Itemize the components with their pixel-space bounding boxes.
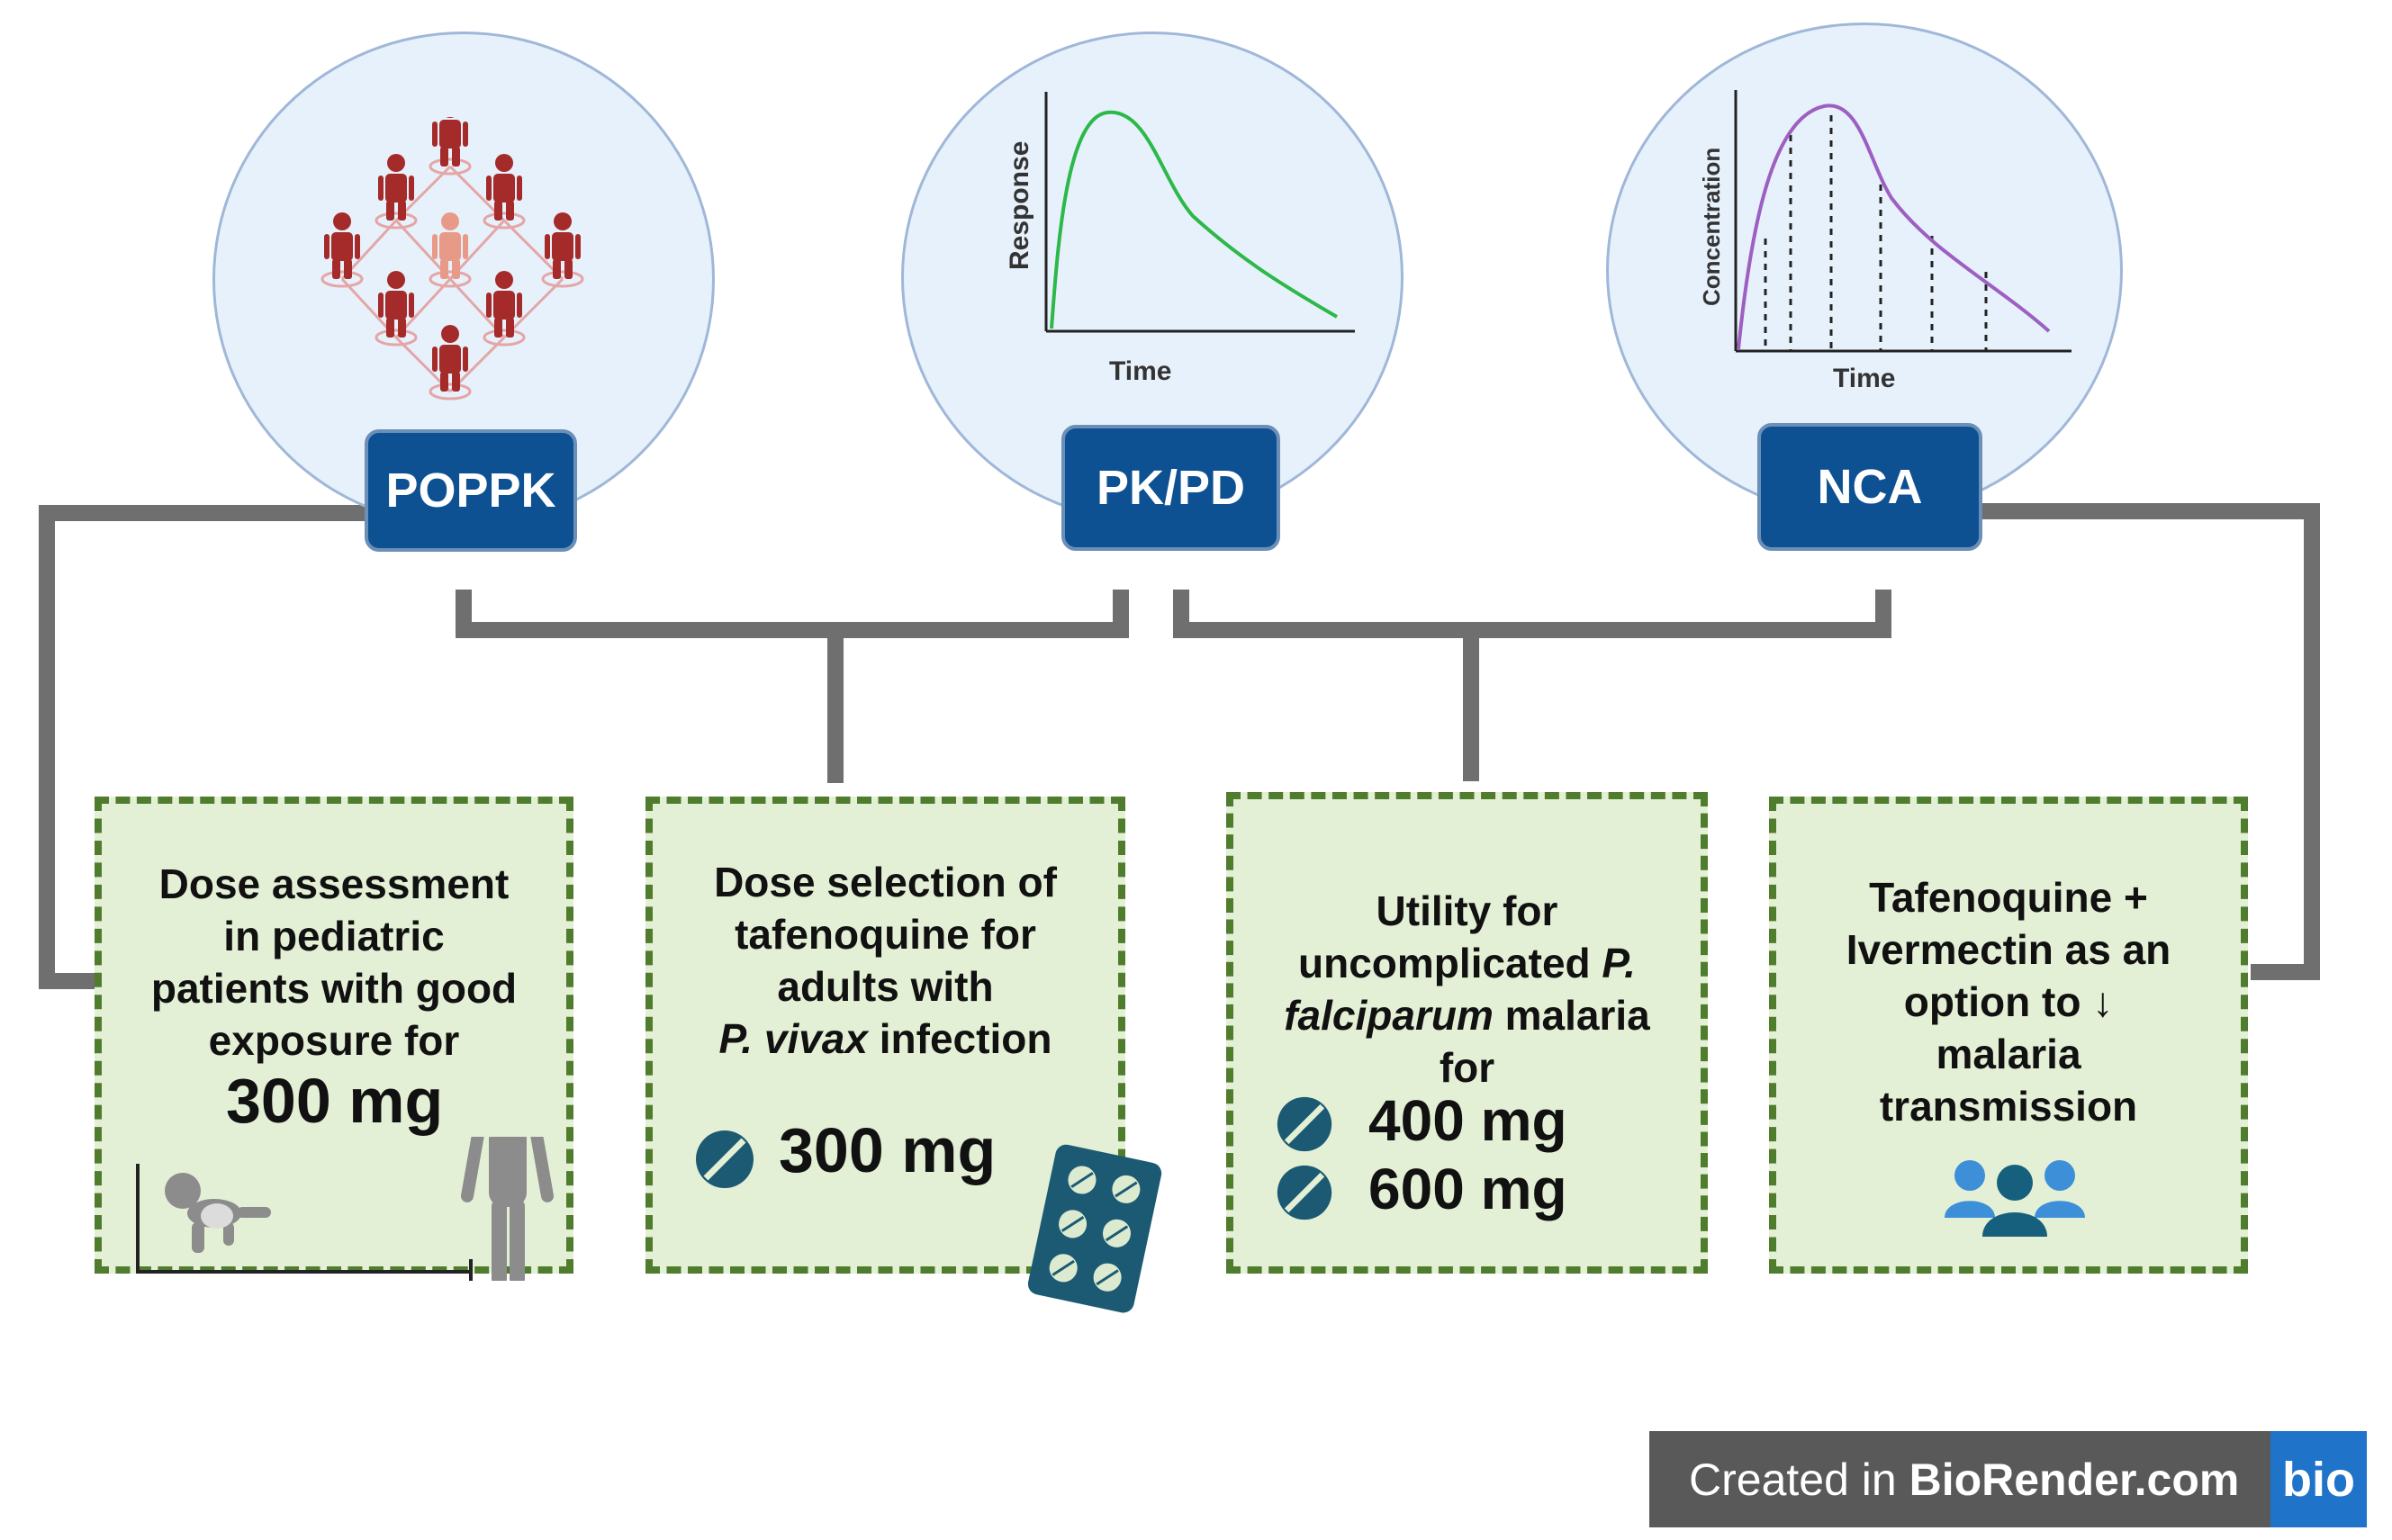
badge-brand: BioRender.com	[1909, 1454, 2240, 1505]
ivermectin-box: Tafenoquine + Ivermectin as an option to…	[1769, 797, 2248, 1274]
nca-xlabel: Time	[1833, 364, 1895, 393]
ivermectin-line-5: transmission	[1879, 1083, 2138, 1130]
connector-nca-box4	[1981, 503, 2320, 980]
pkpd-label: PK/PD	[1061, 425, 1280, 551]
nca-ylabel: Concentration	[1698, 148, 1725, 306]
falciparum-box: Utility for uncomplicated P. falciparum …	[1226, 792, 1708, 1274]
ivermectin-line-3: option to ↓	[1903, 978, 2114, 1025]
pediatric-line-4: exposure for	[208, 1017, 460, 1064]
poppk-label: POPPK	[365, 429, 577, 552]
pediatric-line-3: patients with good	[150, 965, 518, 1012]
falciparum-line-3-italic: falciparum	[1284, 992, 1494, 1039]
pill-icon	[696, 1130, 754, 1188]
connector-bracket-left	[456, 590, 1129, 638]
ivermectin-line-4: malaria	[1936, 1031, 2081, 1077]
blister-pack-icon	[1027, 1144, 1162, 1313]
vivax-box: Dose selection of tafenoquine for adults…	[645, 797, 1125, 1274]
vivax-line-3: adults with	[777, 963, 994, 1010]
badge-text: Created in BioRender.com	[1649, 1454, 2239, 1506]
badge-prefix: Created in	[1689, 1454, 1909, 1505]
falciparum-line-1: Utility for	[1376, 887, 1558, 934]
nca-label: NCA	[1757, 423, 1982, 551]
falciparum-line-2-italic: P.	[1602, 940, 1636, 986]
biorender-badge[interactable]: Created in BioRender.com bio	[1649, 1431, 2367, 1527]
pill-icon	[1277, 1165, 1332, 1220]
connector-poppk-box1	[39, 505, 374, 989]
falciparum-line-2-pre: uncomplicated	[1298, 940, 1602, 986]
pediatric-line-1: Dose assessment	[158, 860, 510, 907]
vivax-line-1: Dose selection of	[714, 859, 1057, 905]
population-network-icon	[320, 117, 584, 401]
vivax-dose: 300 mg	[779, 1115, 997, 1185]
pkpd-response-chart: Response Time	[1005, 92, 1355, 386]
pediatric-box: Dose assessment in pediatric patients wi…	[95, 797, 573, 1281]
nca-concentration-chart: Concentration Time	[1698, 90, 2072, 393]
concentration-curve	[1737, 104, 2051, 350]
vivax-line-2: tafenoquine for	[735, 911, 1036, 958]
pediatric-dose: 300 mg	[226, 1066, 444, 1136]
pill-icon	[1277, 1096, 1332, 1152]
pediatric-line-2: in pediatric	[223, 913, 445, 959]
falciparum-dose-2: 600 mg	[1368, 1157, 1567, 1221]
connector-bracket-right	[1173, 590, 1891, 638]
falciparum-line-3-rest: malaria	[1493, 992, 1650, 1039]
ivermectin-line-2: Ivermectin as an	[1846, 926, 2171, 973]
falciparum-dose-1: 400 mg	[1368, 1088, 1567, 1153]
ivermectin-line-1: Tafenoquine +	[1869, 874, 2148, 921]
response-curve	[1050, 110, 1339, 329]
biorender-logo: bio	[2270, 1431, 2367, 1527]
vivax-line-4-italic: P. vivax	[718, 1015, 868, 1062]
vivax-line-4-rest: infection	[867, 1015, 1052, 1062]
group-people-icon	[1945, 1160, 2085, 1237]
pkpd-xlabel: Time	[1109, 356, 1171, 386]
baby-to-child-icon	[136, 1137, 555, 1281]
falciparum-line-4: for	[1439, 1044, 1495, 1091]
pkpd-ylabel: Response	[1005, 141, 1034, 270]
